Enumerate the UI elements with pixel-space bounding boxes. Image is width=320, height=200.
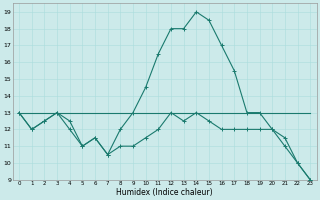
X-axis label: Humidex (Indice chaleur): Humidex (Indice chaleur) <box>116 188 213 197</box>
